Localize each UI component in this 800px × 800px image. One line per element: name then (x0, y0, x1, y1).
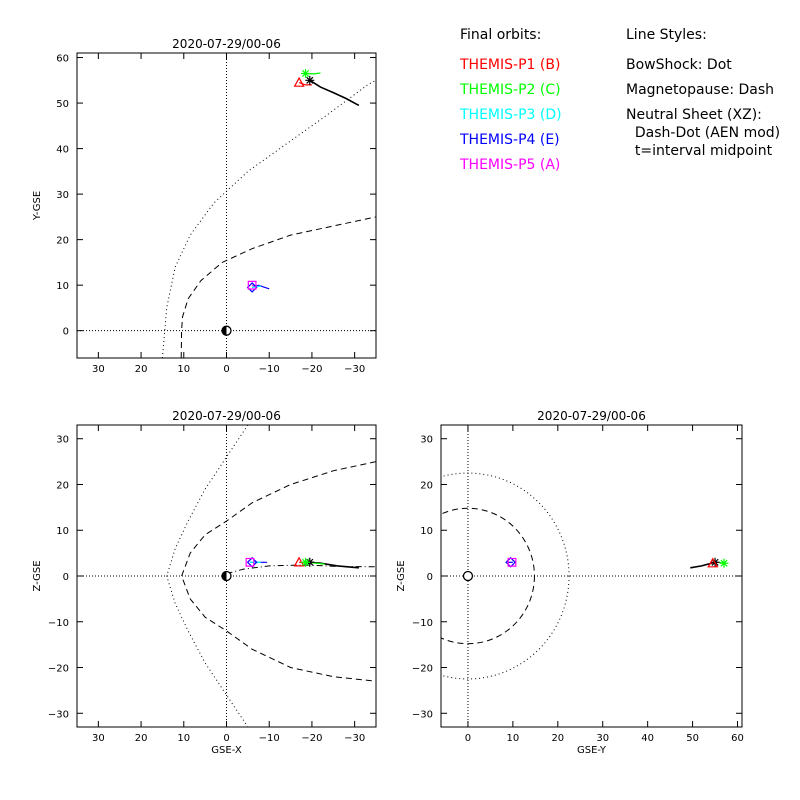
orbit-marker-asterisk-xz (301, 557, 311, 567)
panel-title-xy: 2020-07-29/00-06 (172, 37, 281, 51)
x-tick-label-yz: 60 (731, 733, 744, 744)
x-axis-label-xz: GSE-X (211, 745, 242, 756)
earth-dark-half-xy (222, 326, 227, 336)
orbit-marker-asterisk-xy (305, 75, 315, 85)
orbit-marker-diamond-xz (246, 556, 258, 568)
x-tick-label-xy: 10 (177, 364, 190, 375)
y-tick-label-xy: 40 (56, 145, 69, 156)
legend-item-p2: THEMIS-P2 (C) (460, 82, 561, 98)
orbit-marker-asterisk-yz (719, 558, 729, 568)
y-axis-label-xy: Y-GSE (32, 191, 43, 221)
x-tick-label-xz: 10 (177, 733, 190, 744)
y-tick-label-xy: 20 (56, 236, 69, 247)
y-tick-label-yz: 20 (420, 480, 433, 491)
line-style-neutral-sheet: Neutral Sheet (XZ): (626, 107, 762, 123)
legend-item-p3: THEMIS-P3 (D) (460, 107, 562, 123)
earth-symbol-yz (462, 570, 474, 582)
orbit-marker-asterisk-xy (301, 68, 311, 78)
x-tick-label-xz: 20 (135, 733, 148, 744)
y-tick-label-yz: −30 (412, 709, 433, 720)
x-tick-label-yz: 40 (641, 733, 654, 744)
line-style-midpoint-note: t=interval midpoint (626, 143, 773, 159)
y-tick-label-yz: −10 (412, 618, 433, 629)
y-tick-label-xy: 30 (56, 190, 69, 201)
panel-title-yz: 2020-07-29/00-06 (537, 409, 646, 423)
x-tick-label-xz: 30 (92, 733, 105, 744)
x-tick-label-yz: 50 (686, 733, 699, 744)
y-tick-label-yz: 30 (420, 435, 433, 446)
orbit-trajectory-xy (298, 82, 312, 86)
y-tick-label-xy: 60 (56, 54, 69, 65)
bowshock-curve-xy (161, 79, 376, 358)
line-style-bowshock: BowShock: Dot (626, 57, 732, 73)
x-tick-label-xy: −20 (301, 364, 322, 375)
y-axis-label-yz: Z-GSE (396, 560, 407, 591)
earth-dark-half-xz (222, 571, 227, 581)
x-tick-label-xy: −30 (344, 364, 365, 375)
y-tick-label-xz: −10 (48, 618, 69, 629)
x-tick-label-yz: 0 (465, 733, 471, 744)
y-tick-label-xz: −30 (48, 709, 69, 720)
y-tick-label-xz: 0 (63, 572, 69, 583)
y-tick-label-yz: 10 (420, 526, 433, 537)
x-tick-label-xy: −10 (259, 364, 280, 375)
y-tick-label-xy: 10 (56, 281, 69, 292)
magnetopause-curve-xy (180, 216, 376, 358)
orbit-trajectory-xy (309, 79, 360, 107)
y-tick-label-yz: −20 (412, 664, 433, 675)
orbit-marker-square-xz (245, 557, 255, 567)
panel-title-xz: 2020-07-29/00-06 (172, 409, 281, 423)
line-style-magnetopause: Magnetopause: Dash (626, 82, 775, 98)
line-styles-title: Line Styles: (626, 27, 707, 43)
magnetopause-curve-xz (181, 461, 376, 682)
y-tick-label-xz: 30 (56, 435, 69, 446)
line-style-neutral-sheet-detail: Dash-Dot (AEN mod) (626, 125, 781, 141)
x-axis-label-yz: GSE-Y (577, 745, 607, 756)
y-tick-label-yz: 0 (427, 572, 433, 583)
orbit-marker-square-yz (507, 557, 517, 567)
final-orbits-title: Final orbits: (460, 27, 542, 43)
x-tick-label-xz: −30 (344, 733, 365, 744)
x-tick-label-yz: 30 (596, 733, 609, 744)
orbit-marker-diamond-xy (246, 282, 258, 293)
legend-item-p4: THEMIS-P4 (E) (460, 132, 560, 148)
y-tick-label-xy: 0 (63, 327, 69, 338)
orbit-marker-triangle-yz (707, 557, 719, 568)
bowshock-curve-xz (166, 425, 249, 727)
y-axis-label-xz: Z-GSE (32, 560, 43, 591)
x-tick-label-yz: 10 (507, 733, 520, 744)
y-tick-label-xz: −20 (48, 664, 69, 675)
orbit-marker-triangle-xy (293, 76, 305, 87)
x-tick-label-xy: 30 (92, 364, 105, 375)
orbit-marker-square-xy (247, 280, 257, 290)
bowshock-circle-yz (441, 472, 570, 680)
x-tick-label-xz: −10 (259, 733, 280, 744)
magnetopause-circle-yz (441, 507, 535, 645)
x-tick-label-xz: −20 (301, 733, 322, 744)
legend-item-p5: THEMIS-P5 (A) (460, 157, 561, 173)
y-tick-label-xz: 10 (56, 526, 69, 537)
y-tick-label-xy: 50 (56, 99, 69, 110)
x-tick-label-yz: 20 (551, 733, 564, 744)
legend-item-p1: THEMIS-P1 (B) (460, 57, 561, 73)
x-tick-label-xz: 0 (223, 733, 229, 744)
y-tick-label-xz: 20 (56, 480, 69, 491)
x-tick-label-xy: 0 (223, 364, 229, 375)
x-tick-label-xy: 20 (135, 364, 148, 375)
